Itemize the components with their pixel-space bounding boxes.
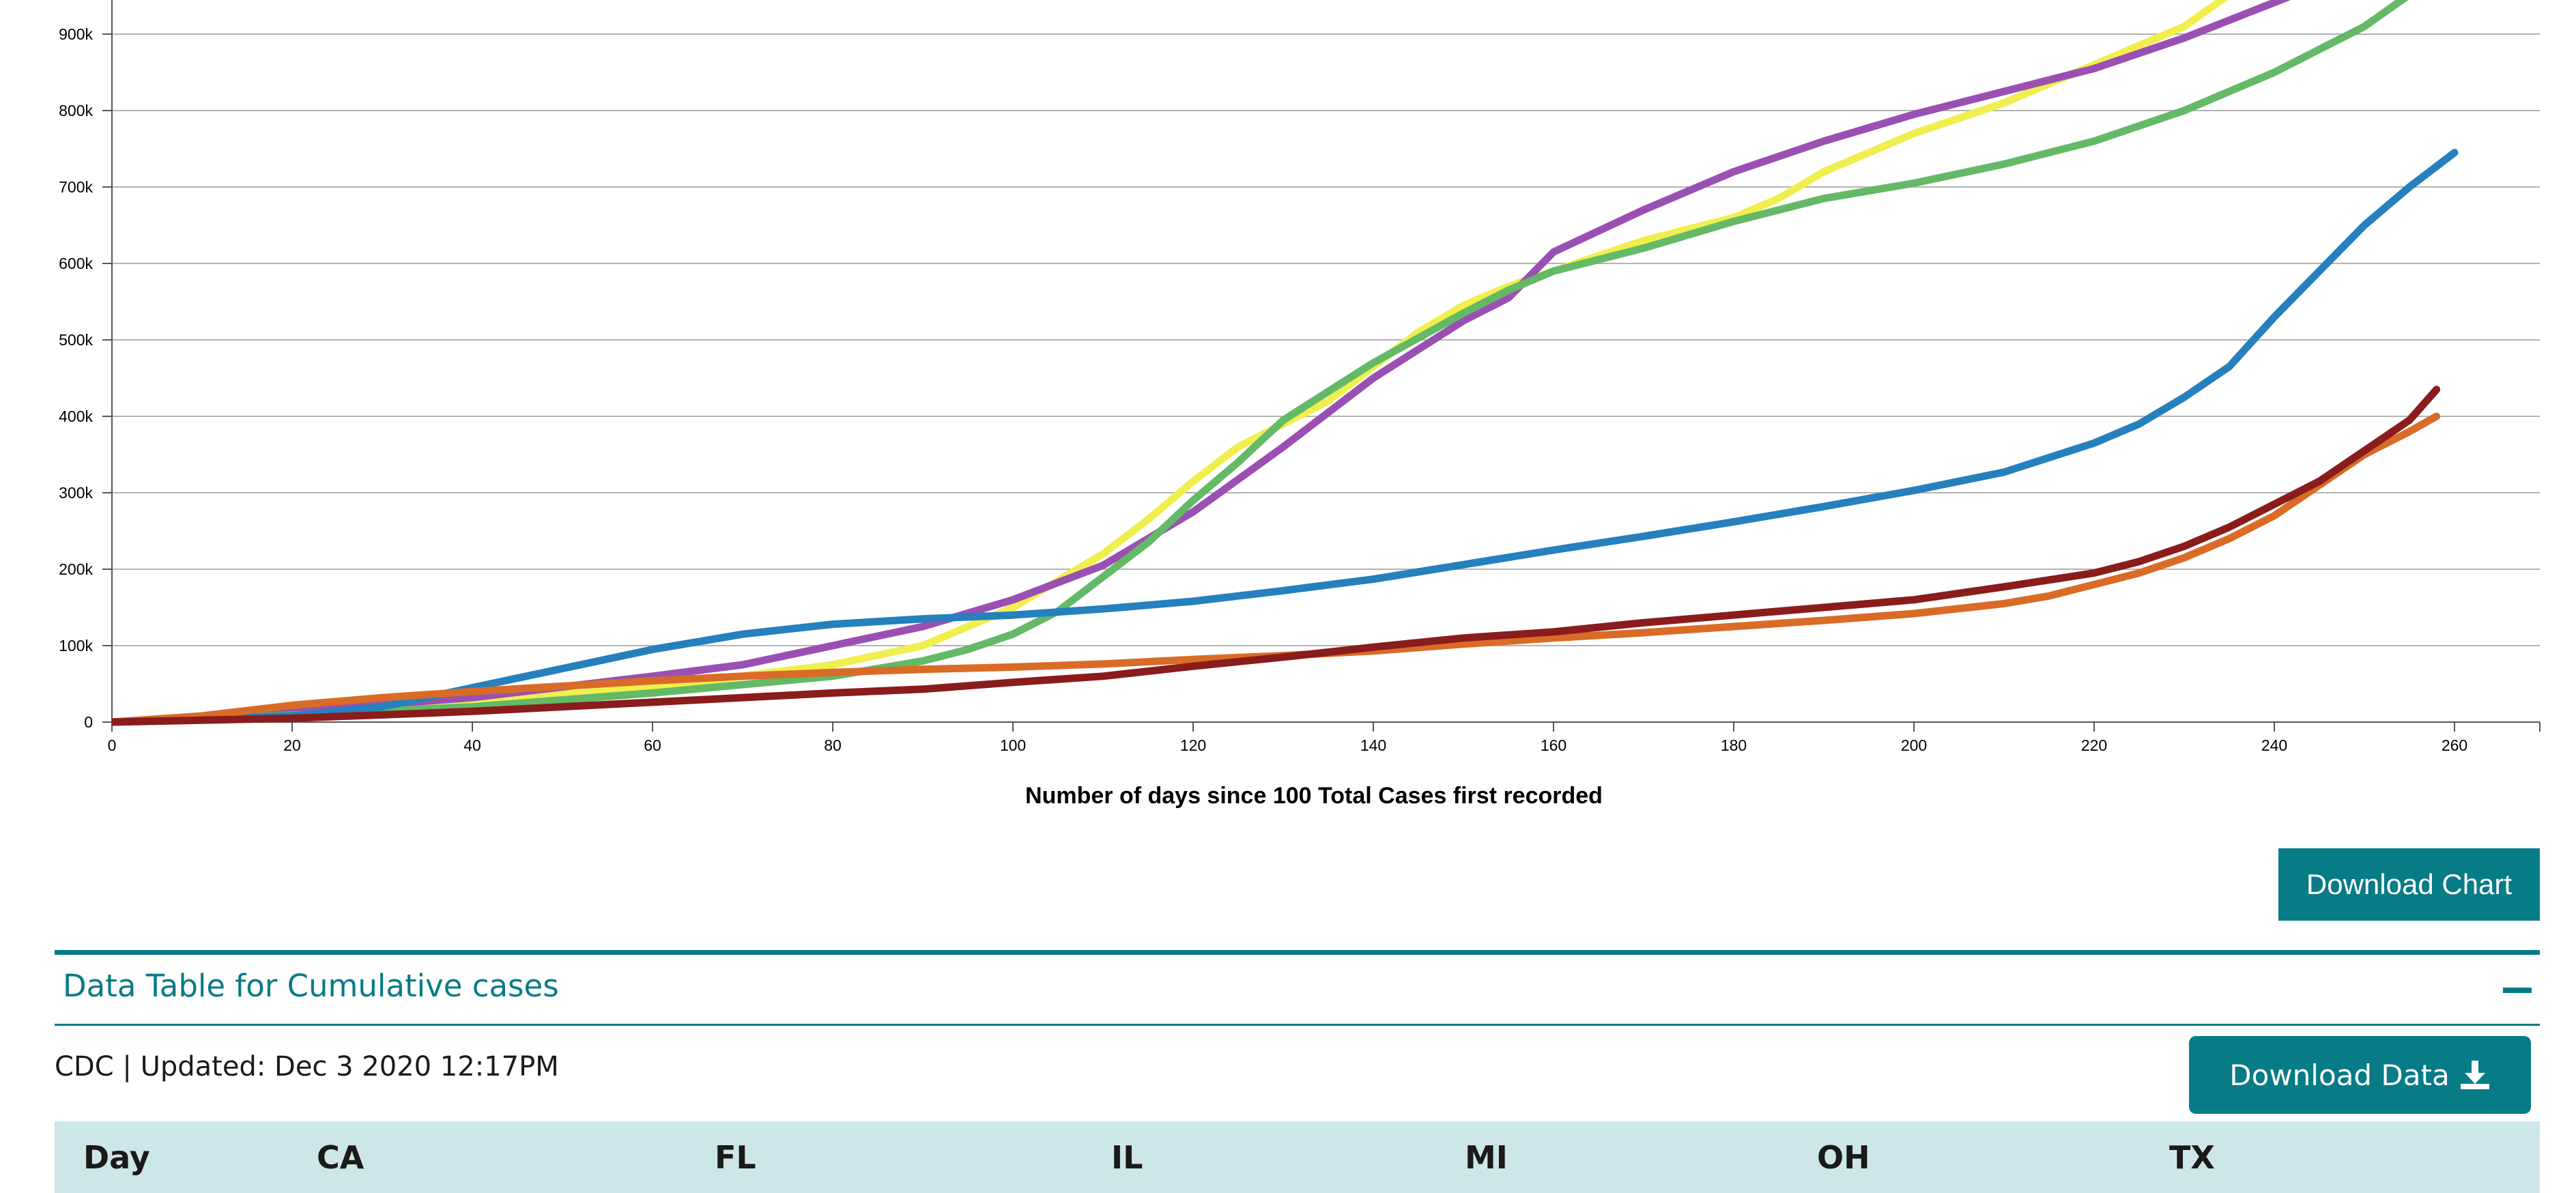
download-chart-button[interactable]: Download Chart (2278, 848, 2540, 921)
x-tick-label: 160 (1541, 736, 1566, 754)
y-tick-label: 600k (59, 255, 93, 272)
x-tick-label: 180 (1721, 736, 1747, 754)
data-table-header: Day CA FL IL MI OH TX (55, 1121, 2540, 1193)
series-line-5 (112, 386, 2441, 726)
chart-series (112, 0, 2459, 726)
y-tick-label: 700k (59, 178, 93, 196)
column-header-oh[interactable]: OH (1817, 1139, 1870, 1176)
column-header-ca[interactable]: CA (317, 1139, 364, 1176)
column-header-il[interactable]: IL (1111, 1139, 1143, 1176)
series-line-3 (112, 149, 2459, 726)
x-axis-title: Number of days since 100 Total Cases fir… (1025, 783, 1603, 809)
y-tick-label: 100k (59, 637, 93, 655)
download-data-button[interactable]: Download Data (2189, 1036, 2531, 1114)
section-top-rule (55, 950, 2540, 955)
x-tick-label: 80 (824, 736, 842, 754)
minus-icon[interactable] (2503, 988, 2532, 993)
x-tick-label: 220 (2081, 736, 2107, 754)
column-header-day[interactable]: Day (83, 1139, 150, 1176)
y-tick-label: 0 (84, 713, 93, 731)
x-tick-label: 60 (644, 736, 661, 754)
column-header-fl[interactable]: FL (715, 1139, 756, 1176)
x-tick-label: 260 (2442, 736, 2467, 754)
download-icon (2460, 1061, 2489, 1089)
updated-timestamp: CDC | Updated: Dec 3 2020 12:17PM (55, 1051, 559, 1082)
x-tick-label: 20 (283, 736, 301, 754)
data-table-section-title[interactable]: Data Table for Cumulative cases (63, 968, 559, 1004)
column-header-mi[interactable]: MI (1465, 1139, 1508, 1176)
x-tick-label: 200 (1901, 736, 1927, 754)
x-tick-label: 120 (1180, 736, 1206, 754)
x-tick-label: 40 (463, 736, 481, 754)
section-bottom-rule (55, 1024, 2540, 1026)
x-tick-label: 140 (1360, 736, 1386, 754)
y-tick-label: 400k (59, 407, 93, 425)
y-tick-label: 900k (59, 25, 93, 43)
chart-gridlines (112, 33, 2540, 646)
x-tick-label: 240 (2261, 736, 2287, 754)
y-tick-label: 200k (59, 560, 93, 578)
column-header-tx[interactable]: TX (2169, 1139, 2215, 1176)
x-tick-label: 0 (108, 736, 117, 754)
download-data-label: Download Data (2229, 1058, 2450, 1092)
y-tick-label: 300k (59, 484, 93, 502)
line-chart: 0 100k 200k 300k 400k 500k 600k 700k 800k 900k 0 20… (59, 0, 2541, 809)
y-tick-label: 800k (59, 102, 93, 119)
chart-axes: 0 100k 200k 300k 400k 500k 600k 700k 800k 900k 0 20… (59, 0, 2541, 754)
series-line-2 (112, 0, 2409, 726)
y-tick-label: 500k (59, 331, 93, 349)
x-tick-label: 100 (1000, 736, 1026, 754)
series-line-4 (112, 412, 2441, 726)
